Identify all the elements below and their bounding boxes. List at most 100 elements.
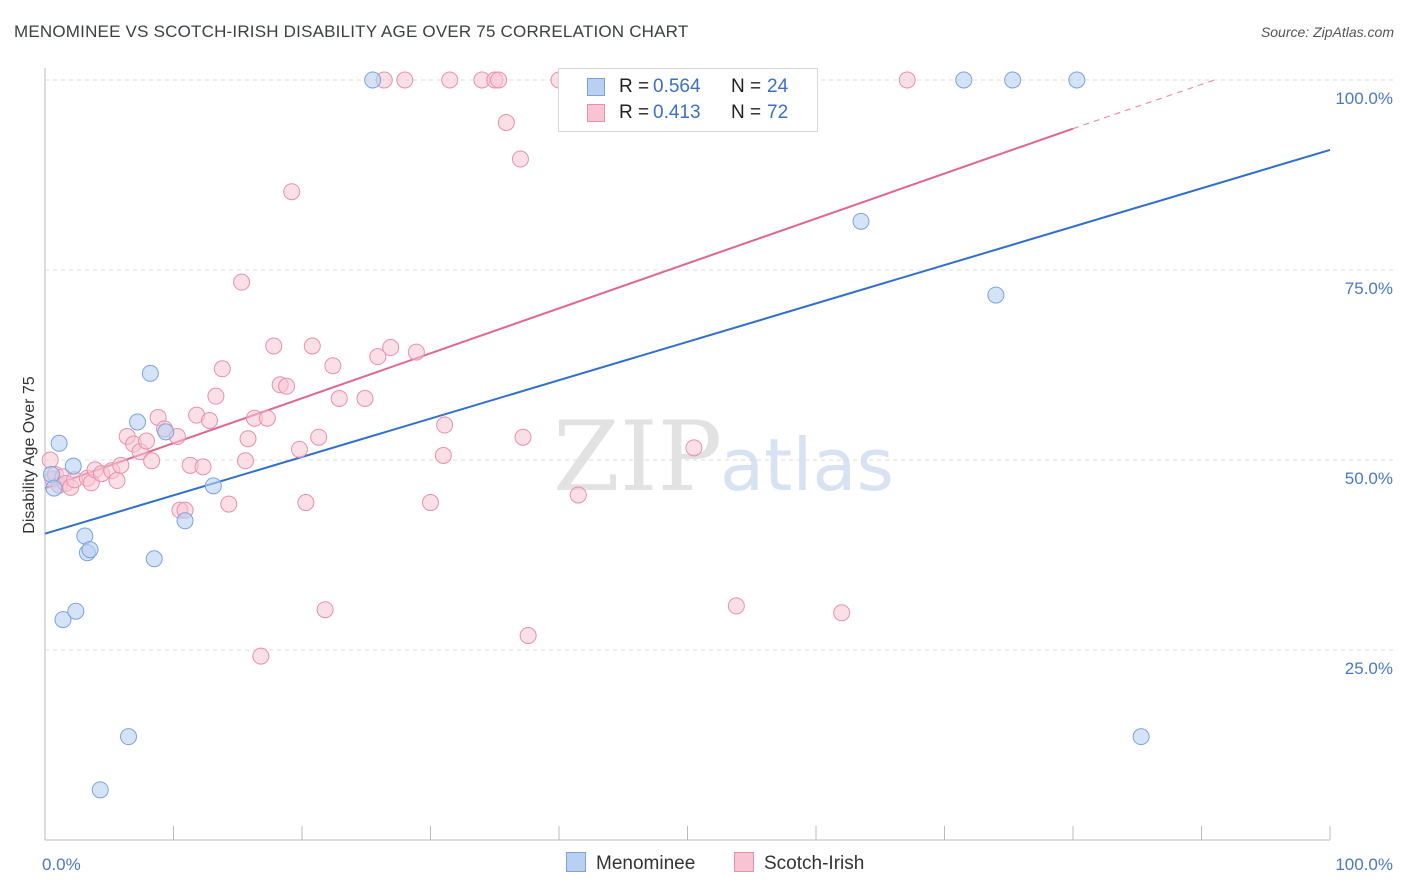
- scotch-irish-point: [898, 71, 916, 89]
- scotch-irish-point: [497, 114, 515, 132]
- scotch-irish-trend-extension: [1072, 79, 1215, 130]
- scotch-irish-point: [569, 486, 587, 504]
- menominee-point: [64, 457, 82, 475]
- watermark-atlas: atlas: [720, 423, 894, 507]
- menominee-point: [1132, 728, 1150, 746]
- menominee-point: [1004, 71, 1022, 89]
- scotch-irish-point: [239, 430, 257, 448]
- stats-row-scotch-irish: R = 0.413 N = 72: [559, 100, 817, 126]
- scotch-irish-point: [303, 337, 321, 355]
- scotch-irish-point: [252, 647, 270, 665]
- r-label: R =: [619, 76, 650, 97]
- scotch-irish-trend-line: [44, 127, 1074, 490]
- menominee-swatch: [587, 78, 605, 96]
- y-tick-label: 50.0%: [1345, 469, 1393, 488]
- scotch-irish-point: [200, 411, 218, 429]
- menominee-point: [91, 781, 109, 799]
- stats-row-menominee: R = 0.564 N = 24: [559, 74, 817, 100]
- scotch-irish-point: [514, 428, 532, 446]
- scotch-irish-point: [434, 446, 452, 464]
- scotch-irish-point: [330, 389, 348, 407]
- scotch-irish-point: [407, 343, 425, 361]
- scotch-irish-point: [396, 71, 414, 89]
- scotch-irish-point: [316, 601, 334, 619]
- scotch-irish-swatch: [587, 104, 605, 122]
- menominee-point: [955, 71, 973, 89]
- menominee-point: [987, 286, 1005, 304]
- chart-title: MENOMINEE VS SCOTCH-IRISH DISABILITY AGE…: [14, 22, 689, 41]
- n-value: 24: [767, 76, 789, 97]
- scotch-irish-point: [194, 458, 212, 476]
- scotch-irish-point: [324, 357, 342, 375]
- scotch-irish-point: [258, 409, 276, 427]
- scotch-irish-point: [519, 627, 537, 645]
- legend-label: Menominee: [596, 853, 696, 874]
- scotch-irish-point: [143, 452, 161, 470]
- n-label: N =: [731, 102, 762, 123]
- menominee-point: [1068, 71, 1086, 89]
- menominee-point: [50, 434, 68, 452]
- gridlines: [45, 79, 1395, 651]
- y-tick-label: 75.0%: [1345, 279, 1393, 298]
- x-tick-label: 0.0%: [42, 855, 81, 874]
- scotch-irish-point: [441, 71, 459, 89]
- scotch-irish-point: [108, 472, 126, 490]
- menominee-point: [54, 611, 72, 629]
- legend-item-menominee[interactable]: Menominee: [566, 852, 695, 875]
- menominee-point: [204, 477, 222, 495]
- n-value: 72: [767, 102, 789, 123]
- scotch-irish-point: [685, 439, 703, 457]
- scotch-irish-point: [422, 494, 439, 512]
- y-tick-label: 25.0%: [1345, 659, 1393, 678]
- scotch-irish-point: [278, 377, 296, 395]
- scotch-irish-point: [727, 597, 745, 615]
- menominee-point: [145, 550, 163, 568]
- menominee-point: [45, 479, 63, 497]
- menominee-point: [67, 602, 85, 620]
- scotch-irish-point: [236, 452, 254, 470]
- r-label: R =: [619, 102, 650, 123]
- scotch-irish-point: [41, 451, 59, 469]
- scotch-irish-point: [290, 440, 308, 458]
- scotch-irish-point: [138, 432, 156, 450]
- scotch-irish-point: [233, 273, 251, 291]
- menominee-legend-swatch: [566, 852, 586, 872]
- source-label: Source: ZipAtlas.com: [1260, 24, 1394, 40]
- scotch-irish-point: [382, 339, 400, 357]
- scotch-irish-point: [490, 71, 508, 89]
- n-label: N =: [731, 76, 762, 97]
- menominee-point: [129, 413, 147, 431]
- scotch-irish-point: [112, 456, 130, 474]
- x-tick-label: 100.0%: [1335, 855, 1393, 874]
- menominee-point: [120, 728, 138, 746]
- tick-labels: 25.0% 50.0% 75.0% 100.0% 0.0% 100.0%: [42, 89, 1393, 874]
- scotch-irish-point: [436, 416, 454, 434]
- scotch-irish-point: [297, 494, 315, 512]
- scotch-irish-point: [310, 428, 328, 446]
- stats-legend: R = 0.564 N = 24 R = 0.413 N = 72: [558, 68, 818, 132]
- scotch-irish-point: [213, 360, 231, 378]
- y-axis-label: Disability Age Over 75: [21, 376, 38, 534]
- scotch-irish-point: [265, 337, 283, 355]
- menominee-trend-line: [44, 148, 1331, 535]
- menominee-point: [157, 423, 175, 441]
- menominee-point: [364, 71, 382, 89]
- scotch-irish-point: [511, 150, 529, 168]
- r-value: 0.413: [653, 102, 701, 123]
- scotch-irish-point: [283, 183, 301, 201]
- scotch-irish-point: [220, 495, 238, 513]
- menominee-point: [852, 212, 870, 230]
- scotch-irish-point: [369, 348, 387, 366]
- menominee-point: [141, 364, 159, 382]
- menominee-point: [176, 512, 194, 530]
- r-value: 0.564: [653, 76, 701, 97]
- y-tick-label: 100.0%: [1335, 89, 1393, 108]
- menominee-point: [81, 541, 99, 559]
- scotch-irish-point: [207, 387, 225, 405]
- scotch-irish-point: [833, 604, 851, 622]
- legend-label: Scotch-Irish: [764, 853, 865, 874]
- scotch-irish-point: [356, 389, 374, 407]
- legend-item-scotch-irish[interactable]: Scotch-Irish: [734, 852, 864, 875]
- trend-lines: [44, 79, 1331, 535]
- scotch-irish-legend-swatch: [734, 852, 754, 872]
